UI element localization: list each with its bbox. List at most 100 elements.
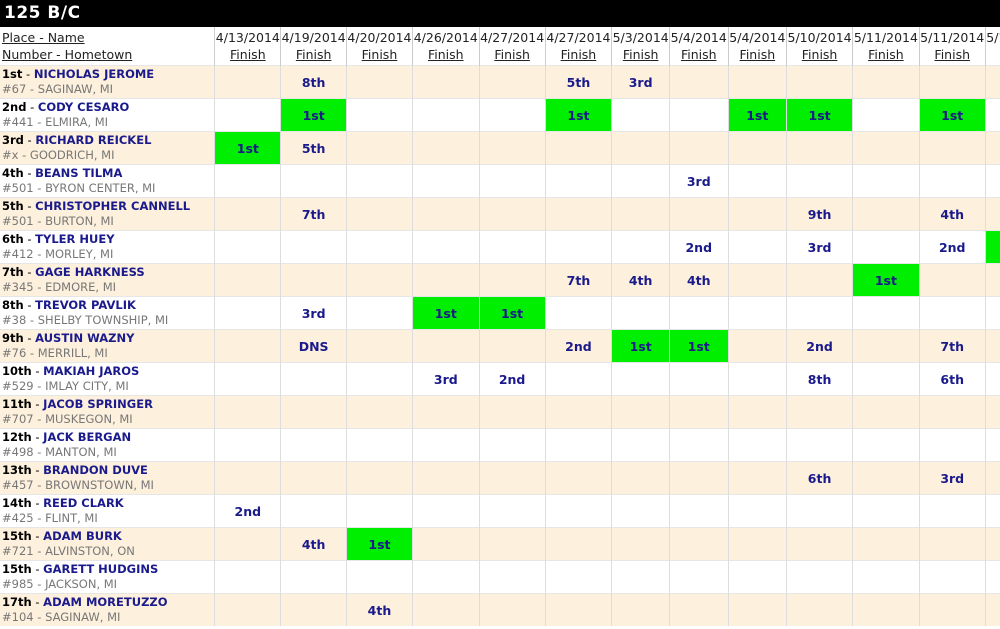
place-name-header[interactable]: Place - Name xyxy=(2,30,85,45)
rider-row: 11th - JACOB SPRINGER #707 - MUSKEGON, MI… xyxy=(0,395,1000,429)
result-cell xyxy=(280,461,347,495)
rider-name[interactable]: TREVOR PAVLIK xyxy=(35,298,136,312)
column-finish[interactable]: Finish xyxy=(801,47,838,62)
result-cell: DNS xyxy=(280,329,347,363)
rider-hometown: GOODRICH, MI xyxy=(29,148,115,162)
rider-name[interactable]: JACK BERGAN xyxy=(43,430,132,444)
rider-row: 17th - ADAM MORETUZZO #104 - SAGINAW, MI 4… xyxy=(0,593,1000,626)
rider-place: 14th xyxy=(2,496,32,510)
column-finish[interactable]: Finish xyxy=(680,47,717,62)
rider-sub: #707 - MUSKEGON, MI xyxy=(2,412,133,426)
rider-cell: 6th - TYLER HUEY #412 - MORLEY, MI xyxy=(0,230,215,264)
result-cell xyxy=(544,164,612,198)
result-cell xyxy=(346,395,413,429)
column-finish[interactable]: Finish xyxy=(560,47,597,62)
result-cell xyxy=(984,197,1000,231)
rider-name[interactable]: ADAM BURK xyxy=(43,529,122,543)
result-cell xyxy=(544,461,612,495)
rider-name[interactable]: BRANDON DUVE xyxy=(43,463,148,477)
column-finish[interactable]: Finish xyxy=(427,47,464,62)
rider-name[interactable]: ADAM MORETUZZO xyxy=(43,595,168,609)
column-date: 4/27/2014 xyxy=(546,30,611,45)
result-cell xyxy=(411,395,480,429)
result-cell xyxy=(478,197,546,231)
rider-line: 17th - ADAM MORETUZZO xyxy=(2,595,168,609)
result-cell xyxy=(411,98,480,132)
result-cell: 1st xyxy=(611,329,670,363)
result-cell xyxy=(478,263,546,297)
rider-place: 10th xyxy=(2,364,32,378)
result-cell xyxy=(668,395,729,429)
column-finish[interactable]: Finish xyxy=(230,47,266,62)
result-cell xyxy=(918,494,986,528)
rider-cell: 12th - JACK BERGAN #498 - MANTON, MI xyxy=(0,428,215,462)
rider-place: 6th xyxy=(2,232,24,246)
result-cell: 5th xyxy=(280,131,347,165)
rider-name[interactable]: MAKIAH JAROS xyxy=(43,364,140,378)
result-cell xyxy=(851,197,920,231)
result-cell xyxy=(214,263,281,297)
result-cell xyxy=(346,461,413,495)
rider-name[interactable]: CHRISTOPHER CANNELL xyxy=(35,199,191,213)
rider-name[interactable]: JACOB SPRINGER xyxy=(43,397,153,411)
rider-name[interactable]: AUSTIN WAZNY xyxy=(35,331,135,345)
column-finish[interactable]: Finish xyxy=(934,47,971,62)
result-cell xyxy=(668,494,729,528)
rider-name[interactable]: GAGE HARKNESS xyxy=(35,265,145,279)
column-finish[interactable]: Finish xyxy=(295,47,332,62)
rider-number: #985 xyxy=(2,577,34,591)
result-cell: 1st xyxy=(851,263,920,297)
rider-name[interactable]: TYLER HUEY xyxy=(35,232,115,246)
column-finish[interactable]: Finish xyxy=(868,47,904,62)
rider-place: 11th xyxy=(2,397,32,411)
rider-name[interactable]: REED CLARK xyxy=(43,496,124,510)
result-cell xyxy=(727,263,787,297)
rider-name[interactable]: CODY CESARO xyxy=(37,100,130,114)
rider-name[interactable]: GARETT HUDGINS xyxy=(43,562,159,576)
rider-row: 8th - TREVOR PAVLIK #38 - SHELBY TOWNSHIP… xyxy=(0,296,1000,330)
rider-cell: 7th - GAGE HARKNESS #345 - EDMORE, MI xyxy=(0,263,215,297)
result-cell xyxy=(786,65,853,99)
result-cell xyxy=(851,560,920,594)
column-finish[interactable]: Finish xyxy=(986,46,1000,63)
rider-line: 3rd - RICHARD REICKEL xyxy=(2,133,152,147)
column-finish[interactable]: Finish xyxy=(622,47,659,62)
result-cell: 9th xyxy=(786,197,853,231)
result-cell: 2nd xyxy=(668,230,729,264)
result-cell: 2nd xyxy=(544,329,612,363)
result-cell xyxy=(984,263,1000,297)
number-hometown-header[interactable]: Number - Hometown xyxy=(2,47,133,62)
result-cell xyxy=(346,263,413,297)
result-cell: 2nd xyxy=(984,164,1000,198)
rider-name[interactable]: BEANS TILMA xyxy=(35,166,123,180)
column-finish[interactable]: Finish xyxy=(739,47,776,62)
rider-name[interactable]: RICHARD REICKEL xyxy=(35,133,152,147)
result-cell xyxy=(786,560,853,594)
result-cell xyxy=(214,362,281,396)
result-cell xyxy=(918,65,986,99)
column-finish[interactable]: Finish xyxy=(361,47,398,62)
rider-hometown: BURTON, MI xyxy=(45,214,114,228)
rider-place: 1st xyxy=(2,67,23,81)
result-cell xyxy=(918,428,986,462)
result-cell xyxy=(280,593,347,626)
result-cell: 4th xyxy=(668,263,729,297)
result-cell xyxy=(544,395,612,429)
result-cell xyxy=(478,494,546,528)
results-table: Place - Name Number - Hometown 4/13/2014… xyxy=(0,27,1000,626)
rider-sub: #441 - ELMIRA, MI xyxy=(2,115,109,129)
result-cell xyxy=(411,164,480,198)
result-cell xyxy=(727,230,787,264)
rider-name[interactable]: NICHOLAS JEROME xyxy=(33,67,155,81)
result-cell xyxy=(611,197,670,231)
result-cell xyxy=(786,494,853,528)
rider-number: #457 xyxy=(2,478,34,492)
result-cell xyxy=(346,197,413,231)
rider-line: 4th - BEANS TILMA xyxy=(2,166,123,180)
result-cell xyxy=(984,98,1000,132)
column-finish[interactable]: Finish xyxy=(494,47,530,62)
column-date: 5/17/2014 xyxy=(986,30,1000,45)
result-cell xyxy=(411,428,480,462)
result-cell xyxy=(984,560,1000,594)
